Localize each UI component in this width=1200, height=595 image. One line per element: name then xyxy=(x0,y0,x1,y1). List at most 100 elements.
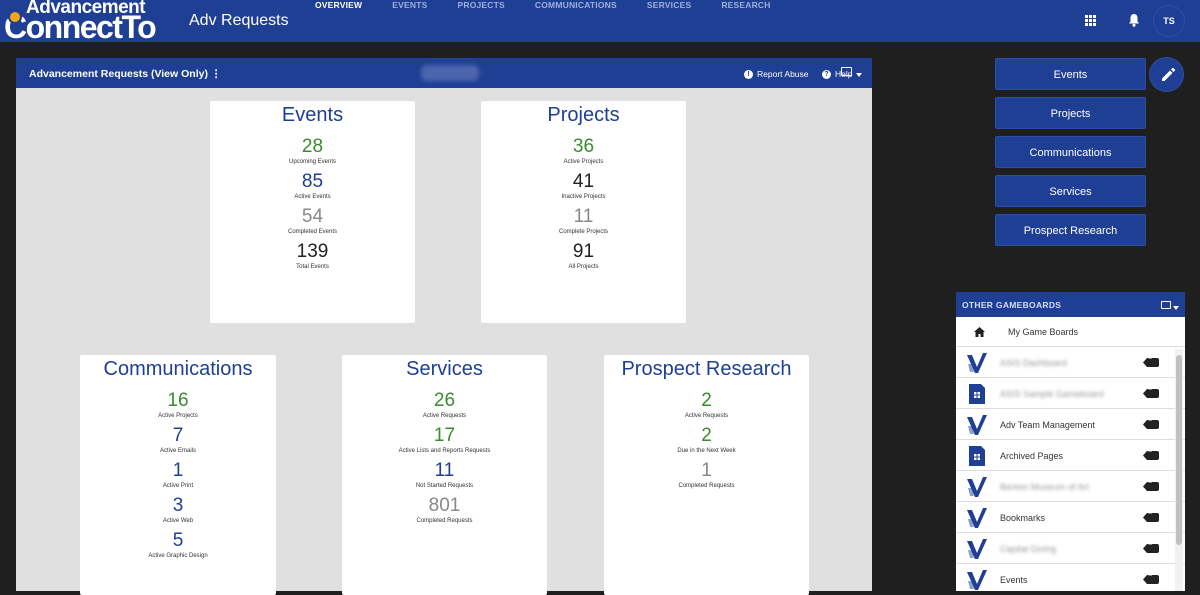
blurred-label xyxy=(421,65,479,81)
report-abuse-link[interactable]: ! Report Abuse xyxy=(744,69,809,79)
events-button[interactable]: Events xyxy=(995,58,1146,90)
stat-completed-requests: 801 Completed Requests xyxy=(416,495,473,524)
logo-line2: ConnectTo xyxy=(4,9,157,45)
edit-button[interactable] xyxy=(1149,57,1184,92)
my-game-boards-label: My Game Boards xyxy=(1008,327,1079,337)
prospect-research-card: Prospect Research 2 Active Requests 2 Due … xyxy=(604,355,809,595)
list-item[interactable]: Archived Pages xyxy=(956,440,1185,471)
bell-icon[interactable] xyxy=(1127,13,1141,27)
v-logo-icon xyxy=(967,570,987,590)
card-title: Communications xyxy=(103,358,253,380)
screen-icon[interactable] xyxy=(841,67,852,76)
list-item-label: Adv Team Management xyxy=(1000,420,1095,430)
help-label: Help xyxy=(835,69,853,79)
logo-mark-icon xyxy=(8,10,22,24)
stat-active-lists-reports: 17 Active Lists and Reports Requests xyxy=(398,425,491,454)
gameboard-list: ASIS Dashboard ASIS Sample Gameboard Adv T… xyxy=(956,347,1185,591)
stat-upcoming-events: 28 Upcoming Events xyxy=(288,136,337,165)
nav-research[interactable]: RESEARCH xyxy=(721,0,771,10)
stat-completed-events: 54 Completed Events xyxy=(287,206,338,235)
communications-button[interactable]: Communications xyxy=(995,136,1146,168)
more-options-icon[interactable] xyxy=(1143,420,1159,429)
scrollbar-thumb[interactable] xyxy=(1176,355,1182,545)
my-game-boards-link[interactable]: My Game Boards xyxy=(956,317,1185,347)
logo-line1: Advancement xyxy=(26,0,146,18)
more-options-icon[interactable] xyxy=(1143,451,1159,460)
nav-overview[interactable]: OVERVIEW xyxy=(315,0,363,10)
stat-active-web: 3 Active Web xyxy=(162,495,194,524)
stat-active-print: 1 Active Print xyxy=(162,460,194,489)
list-item-label: Benton Museum of Art xyxy=(1000,482,1090,492)
list-item[interactable]: Events xyxy=(956,564,1185,591)
v-logo-icon xyxy=(967,353,987,373)
chevron-down-icon[interactable] xyxy=(1173,306,1179,310)
main-nav: OVERVIEW EVENTS PROJECTS COMMUNICATIONS … xyxy=(300,0,786,42)
stat-active-graphic-design: 5 Active Graphic Design xyxy=(148,530,208,559)
more-options-icon[interactable] xyxy=(1143,358,1159,367)
services-card: Services 26 Active Requests 17 Active List… xyxy=(342,355,547,595)
other-gameboards-panel: OTHER GAMEBOARDS My Game Boards ASIS Das… xyxy=(956,292,1185,591)
card-title: Prospect Research xyxy=(621,358,792,380)
more-options-icon[interactable] xyxy=(1143,389,1159,398)
stat-due-next-week: 2 Due in the Next Week xyxy=(677,425,736,454)
alert-icon: ! xyxy=(744,69,753,79)
apps-grid-icon[interactable] xyxy=(1085,15,1096,26)
more-options-icon[interactable] xyxy=(1143,575,1159,584)
stat-active-events: 85 Active Events xyxy=(294,171,331,200)
stat-completed-requests: 1 Completed Requests xyxy=(678,460,735,489)
panel-title[interactable]: Advancement Requests (View Only) ⋮ xyxy=(29,68,222,80)
help-link[interactable]: ? Help xyxy=(822,69,852,79)
nav-events[interactable]: EVENTS xyxy=(392,0,428,10)
stat-not-started: 11 Not Started Requests xyxy=(415,460,474,489)
v-logo-icon xyxy=(967,415,987,435)
more-options-icon[interactable] xyxy=(1143,482,1159,491)
scrollbar[interactable] xyxy=(1175,349,1183,591)
projects-button[interactable]: Projects xyxy=(995,97,1146,129)
list-item-label: Events xyxy=(1000,575,1028,585)
projects-card: Projects 36 Active Projects 41 Inactive Pr… xyxy=(481,101,686,323)
stat-active-projects: 36 Active Projects xyxy=(563,136,604,165)
list-item-label: ASIS Dashboard xyxy=(1000,358,1068,368)
page-title: Adv Requests xyxy=(189,12,289,29)
document-icon xyxy=(969,446,985,466)
screen-icon[interactable] xyxy=(1161,301,1171,309)
panel-header: Advancement Requests (View Only) ⋮ ! Rep… xyxy=(16,58,872,88)
gameboards-header: OTHER GAMEBOARDS xyxy=(956,292,1185,317)
card-title: Events xyxy=(281,104,344,126)
top-navbar: Advancement ConnectTo Adv Requests OVERV… xyxy=(0,0,1200,45)
list-item[interactable]: ASIS Sample Gameboard xyxy=(956,378,1185,409)
help-icon: ? xyxy=(822,69,831,79)
events-card: Events 28 Upcoming Events 85 Active Events… xyxy=(210,101,415,323)
services-button[interactable]: Services xyxy=(995,175,1146,207)
v-logo-icon xyxy=(967,508,987,528)
avatar[interactable]: TS xyxy=(1153,5,1185,37)
requests-panel: Advancement Requests (View Only) ⋮ ! Rep… xyxy=(16,58,872,595)
app-logo[interactable]: Advancement ConnectTo xyxy=(2,0,178,45)
nav-projects[interactable]: PROJECTS xyxy=(457,0,505,10)
chevron-down-icon[interactable] xyxy=(856,73,862,77)
card-title: Services xyxy=(406,358,483,380)
list-item[interactable]: Benton Museum of Art xyxy=(956,471,1185,502)
list-item-label: Bookmarks xyxy=(1000,513,1046,523)
pencil-icon xyxy=(1162,67,1176,81)
gameboards-header-label: OTHER GAMEBOARDS xyxy=(962,300,1062,310)
stat-active-emails: 7 Active Emails xyxy=(159,425,196,454)
stat-active-requests: 2 Active Requests xyxy=(684,390,729,419)
prospect-research-button[interactable]: Prospect Research xyxy=(995,214,1146,246)
v-logo-icon xyxy=(967,539,987,559)
list-item-label: ASIS Sample Gameboard xyxy=(1000,389,1104,399)
more-options-icon[interactable] xyxy=(1143,544,1159,553)
report-abuse-label: Report Abuse xyxy=(757,69,809,79)
document-icon xyxy=(969,384,985,404)
nav-communications[interactable]: COMMUNICATIONS xyxy=(534,0,617,10)
list-item[interactable]: Adv Team Management xyxy=(956,409,1185,440)
list-item[interactable]: Capital Giving xyxy=(956,533,1185,564)
stat-complete-projects: 11 Complete Projects xyxy=(558,206,609,235)
communications-card: Communications 16 Active Projects 7 Active… xyxy=(80,355,276,595)
list-item[interactable]: Bookmarks xyxy=(956,502,1185,533)
stat-all-projects: 91 All Projects xyxy=(568,241,599,270)
stat-total-events: 139 Total Events xyxy=(296,241,329,270)
list-item[interactable]: ASIS Dashboard xyxy=(956,347,1185,378)
nav-services[interactable]: SERVICES xyxy=(646,0,692,10)
more-options-icon[interactable] xyxy=(1143,513,1159,522)
